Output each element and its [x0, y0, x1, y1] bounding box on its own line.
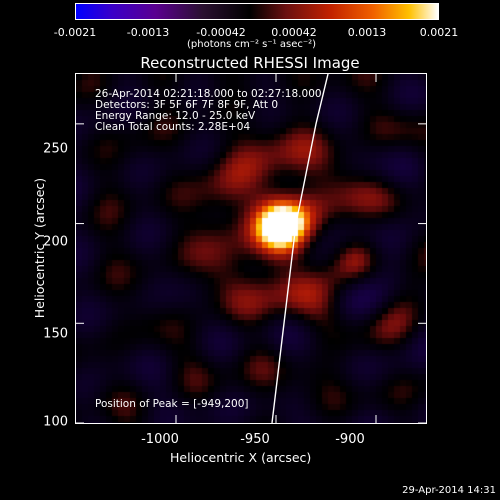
y-tick-label: 200 [43, 234, 68, 250]
colorbar-tick: 0.00042 [271, 26, 317, 39]
y-tick-label: 150 [43, 326, 68, 342]
x-tick-label: -900 [335, 432, 365, 447]
colorbar-tick: -0.00042 [196, 26, 246, 39]
y-axis-label: Heliocentric Y (arcsec) [31, 177, 47, 319]
plot-overlay [76, 74, 426, 423]
solar-limb-curve [271, 74, 329, 423]
colorbar [75, 3, 439, 20]
x-tick-marks [175, 74, 377, 423]
colorbar-tick: -0.0013 [126, 26, 170, 39]
info-peak-position: Position of Peak = [-949,200] [95, 398, 249, 410]
info-time-range: 26-Apr-2014 02:21:18.000 to 02:27:18.000 [95, 88, 322, 100]
image-plot[interactable] [75, 73, 427, 424]
info-detectors: Detectors: 3F 5F 6F 7F 8F 9F, Att 0 [95, 99, 279, 111]
y-tick-label: 100 [43, 414, 68, 430]
colorbar-tick: 0.0013 [347, 26, 387, 39]
y-tick-marks [76, 123, 426, 423]
heatmap-canvas [76, 74, 426, 423]
colorbar-units: (photons cm⁻² s⁻¹ asec⁻²) [187, 39, 317, 50]
x-axis-label: Heliocentric X (arcsec) [170, 450, 312, 465]
timestamp: 29-Apr-2014 14:31 [402, 485, 496, 496]
plot-title: Reconstructed RHESSI Image [140, 54, 360, 72]
x-tick-label: -1000 [141, 432, 179, 447]
info-energy: Energy Range: 12.0 - 25.0 keV [95, 110, 256, 122]
x-tick-label: -950 [240, 432, 270, 447]
colorbar-tick: 0.0021 [419, 26, 459, 39]
y-tick-label: 250 [43, 141, 68, 157]
colorbar-tick: -0.0021 [53, 26, 97, 39]
info-clean: Clean Total counts: 2.28E+04 [95, 121, 251, 133]
